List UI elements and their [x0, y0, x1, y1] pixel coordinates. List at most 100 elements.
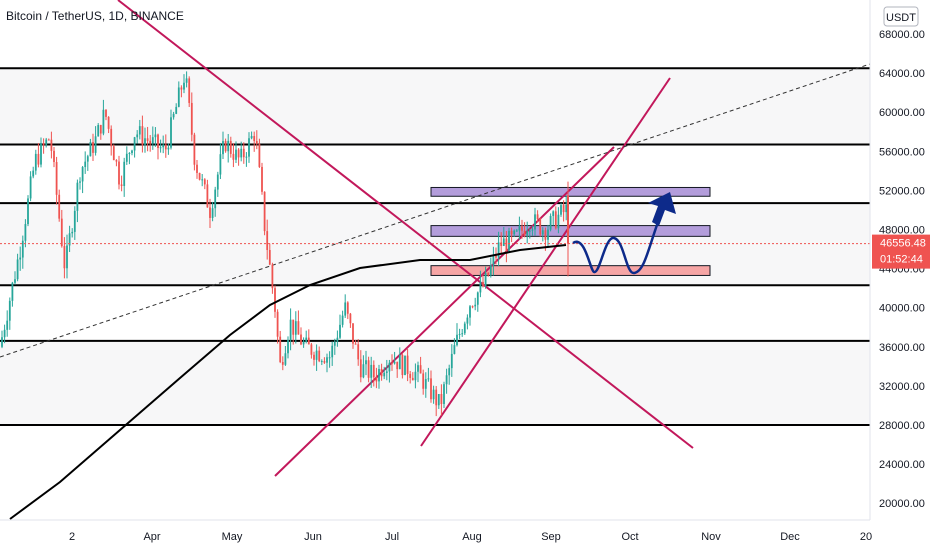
candle	[19, 246, 22, 271]
candle	[128, 152, 131, 165]
candle	[401, 352, 404, 379]
candle	[79, 177, 81, 190]
candle	[209, 198, 211, 228]
candle	[476, 291, 479, 312]
candle	[336, 330, 339, 347]
ascending-channel-lower[interactable]	[274, 146, 615, 477]
descending-trendline[interactable]	[117, 0, 694, 449]
candle	[86, 154, 89, 171]
candle	[352, 323, 354, 349]
y-tick-label: 28000.00	[879, 420, 925, 432]
candle	[557, 207, 560, 234]
candle	[333, 338, 336, 355]
candle	[185, 71, 188, 88]
y-tick-label: 24000.00	[879, 459, 925, 471]
resistance-zone-box[interactable]	[430, 186, 711, 197]
y-axis-ticks: 20000.00 24000.00 28000.00 32000.00 36000.00…	[879, 29, 925, 510]
candle	[66, 234, 68, 279]
candle	[388, 359, 391, 383]
candle	[94, 126, 97, 156]
candle	[253, 131, 256, 152]
candle	[456, 323, 458, 347]
candle	[102, 99, 105, 136]
candle	[76, 179, 79, 223]
candle	[411, 372, 414, 381]
currency-badge[interactable]: USDT	[883, 6, 919, 27]
dashed-trendline[interactable]	[0, 63, 871, 358]
candle	[541, 227, 544, 242]
candle	[292, 319, 295, 345]
candle	[47, 138, 50, 141]
candle	[339, 314, 341, 339]
candle	[284, 346, 287, 366]
candle	[450, 344, 453, 377]
candle	[380, 363, 383, 381]
ascending-channel-upper[interactable]	[420, 77, 671, 447]
candle	[170, 109, 172, 150]
candle	[8, 297, 11, 330]
candle	[188, 76, 191, 107]
candle	[11, 281, 14, 307]
candle	[479, 270, 482, 298]
candle	[177, 81, 180, 108]
candle	[222, 131, 224, 160]
candle	[261, 162, 263, 195]
trend-lines	[0, 0, 871, 477]
resistance-zone-box[interactable]	[430, 225, 711, 237]
candle	[92, 133, 94, 162]
candle	[378, 364, 380, 389]
candle	[29, 171, 32, 202]
candle	[279, 330, 282, 364]
candle	[443, 381, 445, 409]
range-bands	[0, 68, 870, 425]
candle	[471, 305, 474, 309]
candle	[107, 116, 110, 134]
candle	[362, 355, 365, 379]
candle	[341, 310, 344, 328]
candle	[201, 173, 204, 187]
candles	[1, 71, 569, 417]
x-tick-label: Sep	[541, 531, 561, 543]
support-zone-box[interactable]	[430, 265, 711, 276]
candle	[448, 364, 451, 385]
candle	[505, 231, 508, 263]
candle	[310, 342, 313, 359]
candle	[318, 346, 321, 363]
candle	[235, 141, 237, 164]
candle	[383, 366, 386, 380]
candle	[255, 130, 258, 150]
candle	[133, 136, 136, 158]
candle	[227, 133, 230, 163]
candle	[40, 137, 42, 168]
candle	[242, 142, 245, 164]
y-tick-label: 40000.00	[879, 303, 925, 315]
candle	[245, 152, 248, 167]
candle	[167, 143, 170, 155]
candle	[419, 356, 422, 374]
candle	[344, 294, 347, 318]
candle	[21, 235, 24, 269]
candle	[422, 369, 425, 395]
candle	[157, 133, 159, 160]
candle	[396, 361, 399, 378]
candle	[263, 191, 266, 236]
candle	[42, 138, 45, 154]
candle	[323, 357, 326, 364]
candle	[250, 131, 253, 140]
candle	[531, 225, 534, 236]
candle	[346, 301, 349, 320]
candle	[313, 351, 315, 366]
moving-average-line	[9, 244, 567, 520]
candle	[320, 359, 323, 366]
y-tick-label: 48000.00	[879, 225, 925, 237]
y-tick-label: 64000.00	[879, 68, 925, 80]
projection-path	[572, 221, 660, 275]
candle	[180, 85, 183, 98]
candle	[216, 171, 219, 197]
candle	[297, 310, 300, 335]
candle	[6, 310, 9, 337]
candle	[123, 157, 126, 197]
candle	[258, 138, 261, 168]
candle	[175, 103, 178, 115]
